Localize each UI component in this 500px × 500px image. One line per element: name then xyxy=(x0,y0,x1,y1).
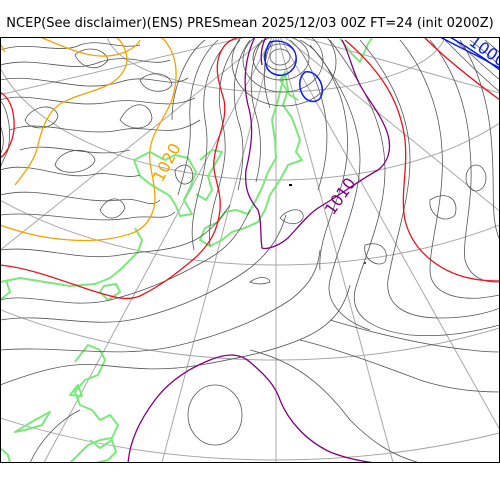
coastline-korea-manchuria xyxy=(133,151,197,217)
meridian-7 xyxy=(279,37,500,431)
meridian-4 xyxy=(0,37,269,251)
isobar-blue-low-2 xyxy=(299,71,324,103)
contour-label-1020: 1020 xyxy=(149,140,185,185)
markers xyxy=(289,184,366,264)
meridian-6 xyxy=(277,37,394,463)
isobar-orange-top xyxy=(39,37,141,57)
isobar-red-east xyxy=(344,39,500,282)
coastline-island-b xyxy=(69,384,83,397)
latitude-circle-4 xyxy=(0,309,500,361)
coastline-sw-edge xyxy=(14,411,51,433)
isobar-orange-inner xyxy=(14,37,128,186)
graticule xyxy=(0,37,500,463)
isobars-regular xyxy=(0,37,500,463)
chart-title: NCEP(See disclaimer)(ENS) PRESmean 2025/… xyxy=(6,16,494,31)
coastline-sakhalin xyxy=(339,37,373,63)
coastline-islands-sw xyxy=(69,344,119,463)
marker-b xyxy=(364,262,366,264)
meridian-8 xyxy=(283,37,500,213)
map-frame xyxy=(0,37,500,463)
meridian-2 xyxy=(161,37,275,463)
isobar-red-topleft xyxy=(0,91,15,159)
isobar-red-topright xyxy=(424,37,500,101)
isobars-blue xyxy=(264,37,500,103)
coastline-islands-sw-2 xyxy=(89,439,117,463)
isobars-purple xyxy=(127,37,391,463)
isobar-purple-1010-north xyxy=(244,37,391,250)
isobars-red xyxy=(0,37,500,300)
coastline-peninsula xyxy=(195,149,223,201)
coastline-west xyxy=(0,227,143,287)
coastline-kuril xyxy=(279,71,299,101)
isobar-purple-top xyxy=(260,37,267,66)
contour-label-1010: 1010 xyxy=(321,174,360,218)
isobar-red-west xyxy=(0,37,241,300)
isobar-purple-1010-south xyxy=(127,354,376,463)
coastline-island-a xyxy=(99,283,121,301)
coastline-west-2 xyxy=(0,279,11,301)
isobar-blue-low xyxy=(264,40,297,76)
isobar-orange-main xyxy=(0,37,177,242)
coastlines xyxy=(0,37,373,463)
coastline-japan-north xyxy=(199,71,303,247)
marker-a xyxy=(289,184,292,186)
isobars-orange xyxy=(0,37,177,242)
isobar-blue-tr2 xyxy=(449,37,500,71)
meridian-9 xyxy=(299,37,500,94)
meridian-5 xyxy=(0,37,249,96)
coastline-sw-corner xyxy=(0,447,11,463)
